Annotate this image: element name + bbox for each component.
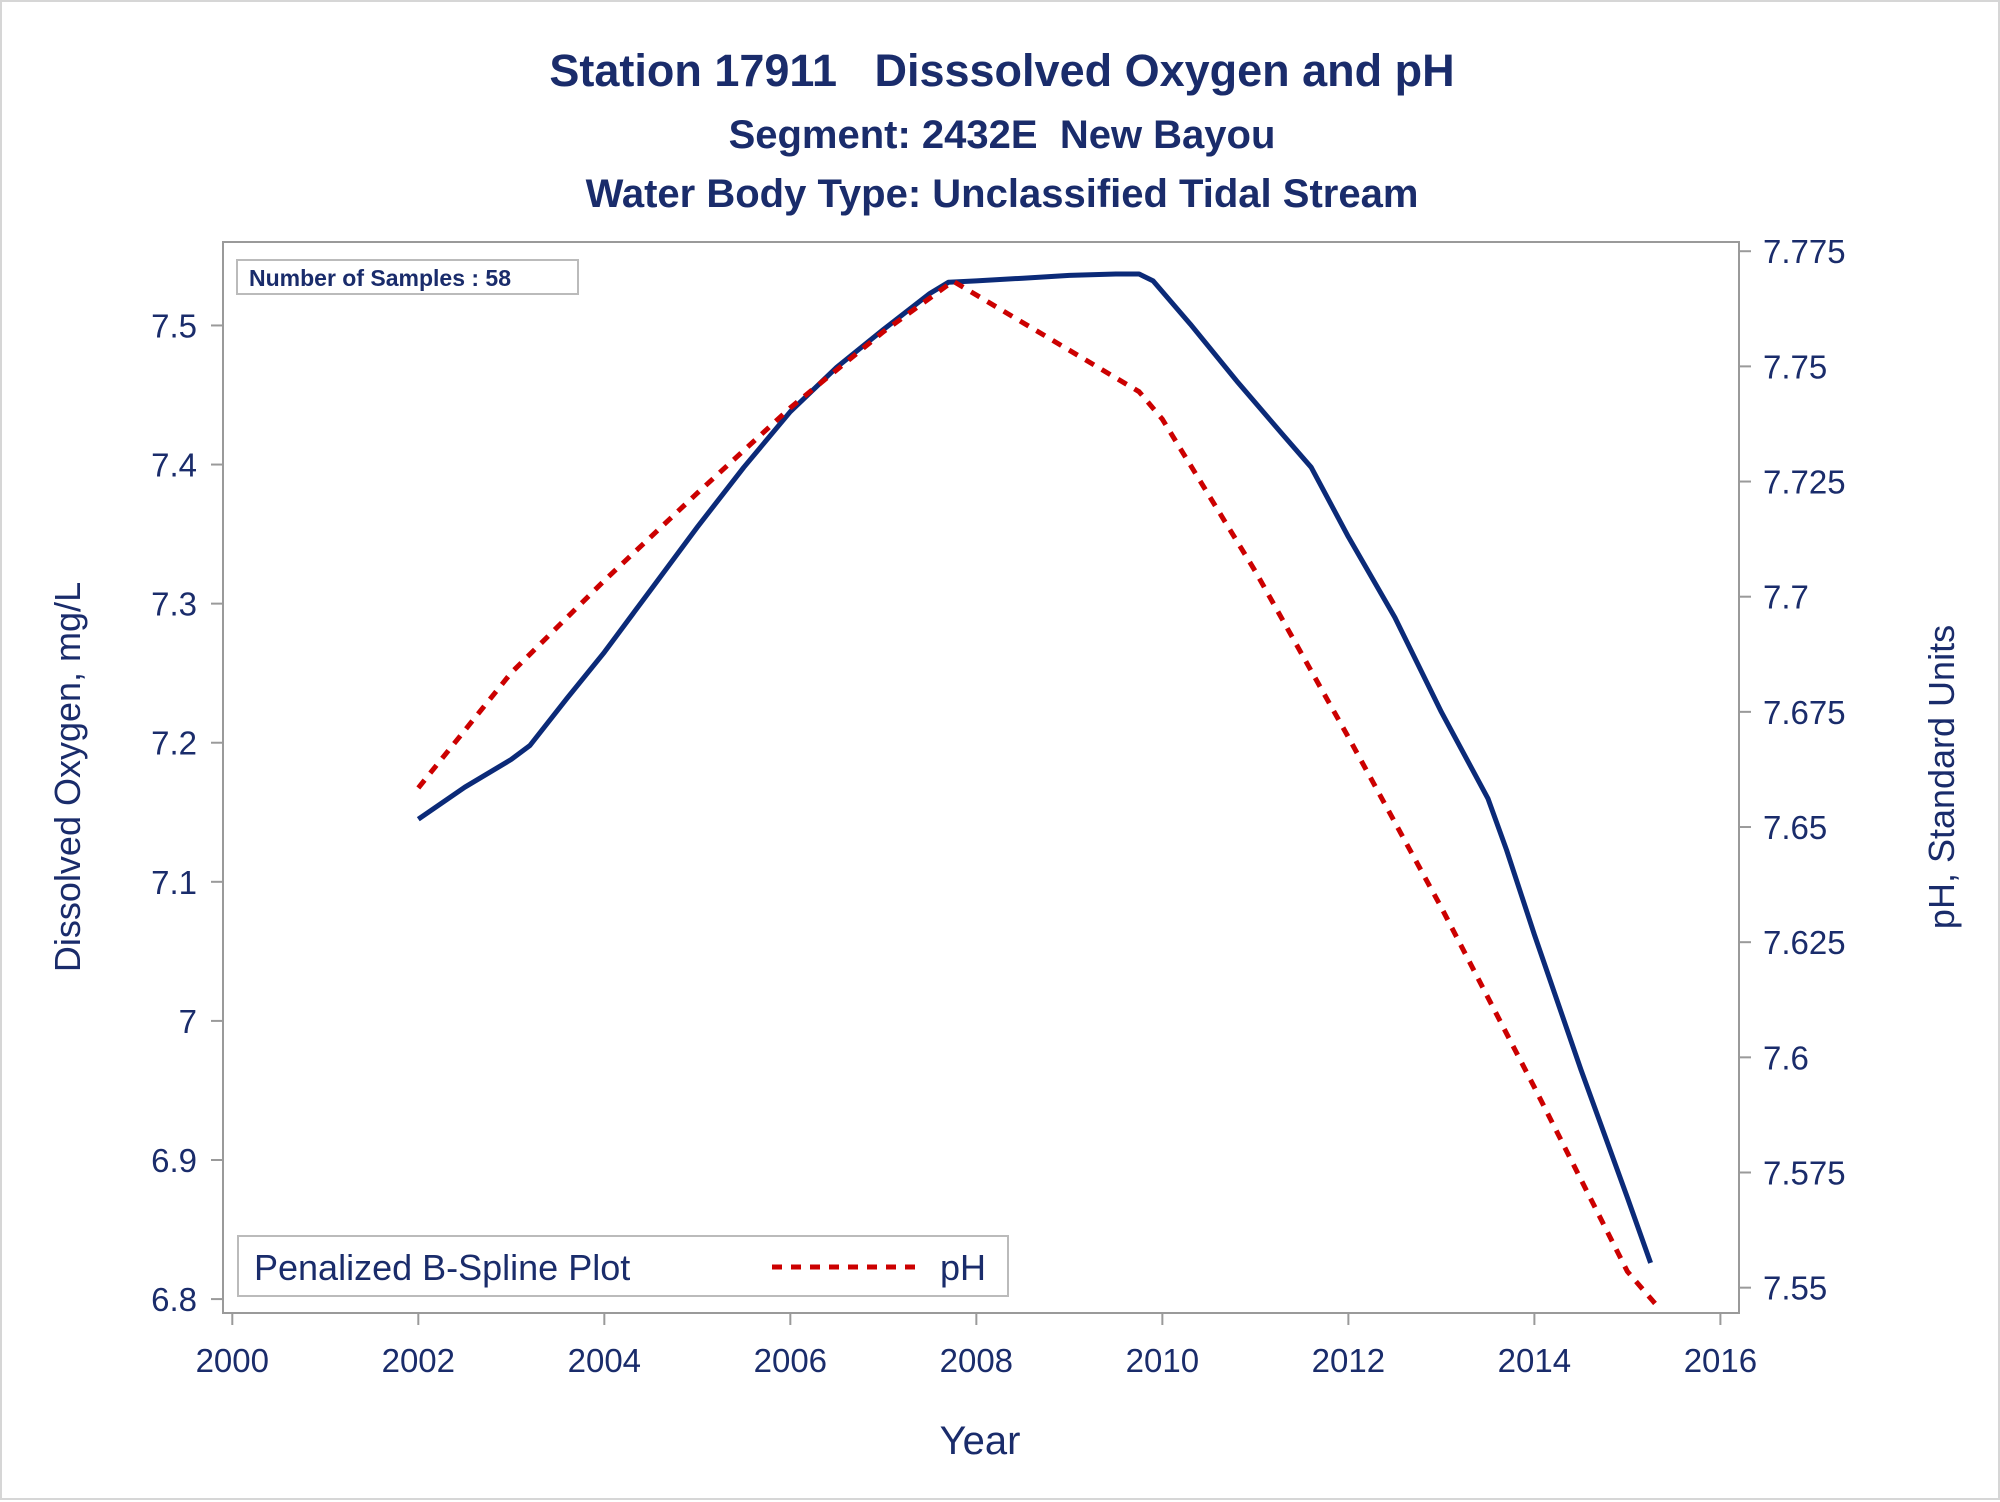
- chart-subtitle: Segment: 2432E New Bayou: [729, 113, 1276, 157]
- legend: Penalized B-Spline Plot pH: [237, 1235, 1009, 1297]
- left-y-tick-label: 7.4: [151, 447, 197, 484]
- right-y-tick-label: 7.55: [1763, 1270, 1827, 1307]
- right-y-tick-label: 7.625: [1763, 924, 1846, 961]
- left-y-tick-label: 6.8: [151, 1281, 197, 1318]
- x-tick-label: 2006: [754, 1342, 827, 1379]
- x-axis-label: Year: [940, 1419, 1021, 1463]
- titles: Station 17911 Disssolved Oxygen and pH S…: [549, 45, 1454, 216]
- x-tick-label: 2010: [1126, 1342, 1199, 1379]
- left-y-tick-label: 7: [179, 1003, 197, 1040]
- series-line-dissolved-oxygen: [416, 271, 1653, 1264]
- right-y-tick-label: 7.7: [1763, 579, 1809, 616]
- series-layer: [416, 271, 1658, 1306]
- right-y-tick-label: 7.65: [1763, 809, 1827, 846]
- right-y-axis-label: pH, Standard Units: [1921, 625, 1962, 929]
- x-axis-ticks: 2000 2002 2004 2006 2008 2010 2012 2014 2016: [196, 1313, 1757, 1379]
- x-tick-label: 2002: [382, 1342, 455, 1379]
- left-y-tick-label: 7.3: [151, 586, 197, 623]
- sample-count-annotation: Number of Samples : 58: [236, 259, 579, 295]
- left-y-axis-ticks: 6.8 6.9 7 7.1 7.2 7.3 7.4 7.5: [151, 307, 223, 1318]
- right-y-tick-label: 7.575: [1763, 1155, 1846, 1192]
- series-line-ph: [416, 278, 1658, 1306]
- left-y-tick-label: 7.2: [151, 725, 197, 762]
- chart-title: Station 17911 Disssolved Oxygen and pH: [549, 45, 1454, 96]
- left-y-tick-label: 6.9: [151, 1142, 197, 1179]
- right-y-tick-label: 7.725: [1763, 464, 1846, 501]
- x-tick-label: 2012: [1312, 1342, 1385, 1379]
- annotation-box: [236, 259, 579, 295]
- x-tick-label: 2000: [196, 1342, 269, 1379]
- x-tick-label: 2004: [568, 1342, 641, 1379]
- chart-subtitle-2: Water Body Type: Unclassified Tidal Stre…: [586, 172, 1419, 216]
- right-y-tick-label: 7.6: [1763, 1039, 1809, 1076]
- x-tick-label: 2016: [1684, 1342, 1757, 1379]
- right-y-tick-label: 7.775: [1763, 233, 1846, 270]
- plot-area: [222, 241, 1740, 1314]
- legend-title: Penalized B-Spline Plot: [254, 1247, 630, 1288]
- x-tick-label: 2008: [940, 1342, 1013, 1379]
- right-y-axis-ticks: 7.55 7.575 7.6 7.625 7.65 7.675 7.7 7.725 7.75 7.…: [1739, 233, 1846, 1307]
- legend-box: [237, 1235, 1009, 1297]
- x-tick-label: 2014: [1498, 1342, 1571, 1379]
- left-y-tick-label: 7.1: [151, 864, 197, 901]
- right-y-tick-label: 7.675: [1763, 694, 1846, 731]
- legend-label-ph: pH: [940, 1247, 986, 1288]
- right-y-tick-label: 7.75: [1763, 348, 1827, 385]
- left-y-tick-label: 7.5: [151, 307, 197, 344]
- left-y-axis-label: Dissolved Oxygen, mg/L: [47, 582, 88, 972]
- annotation-text: Number of Samples : 58: [249, 265, 511, 291]
